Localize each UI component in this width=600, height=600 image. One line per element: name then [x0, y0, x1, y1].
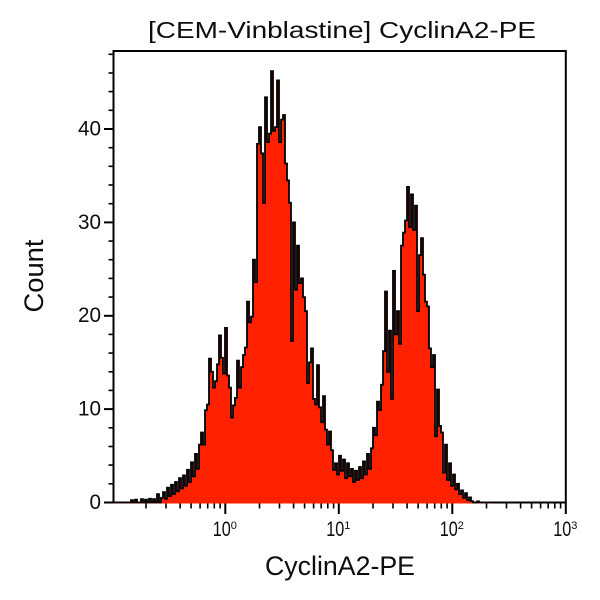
svg-text:40: 40 — [78, 118, 101, 141]
svg-text:103: 103 — [553, 518, 577, 541]
svg-text:CyclinA2-PE: CyclinA2-PE — [265, 551, 415, 581]
svg-text:102: 102 — [440, 518, 464, 541]
svg-text:100: 100 — [213, 518, 237, 541]
svg-text:101: 101 — [326, 518, 350, 541]
svg-text:0: 0 — [90, 491, 102, 514]
svg-text:20: 20 — [78, 304, 101, 327]
svg-text:[CEM-Vinblastine] CyclinA2-PE: [CEM-Vinblastine] CyclinA2-PE — [148, 17, 536, 43]
svg-text:10: 10 — [78, 398, 101, 421]
svg-text:30: 30 — [78, 211, 101, 234]
svg-text:Count: Count — [19, 239, 49, 312]
